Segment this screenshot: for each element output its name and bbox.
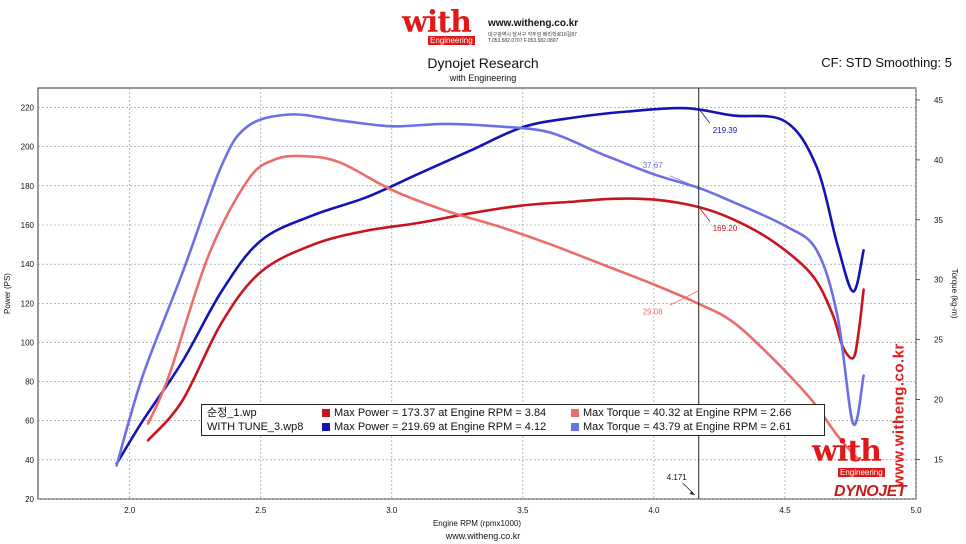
series-line-power [146, 197, 865, 442]
y2-tick-label: 25 [934, 336, 943, 345]
chart-title: Dynojet Research [427, 55, 539, 71]
legend-file: 순정_1.wp [207, 407, 257, 419]
y-tick-label: 220 [21, 104, 35, 113]
legend-row: WITH TUNE_3.wp8 Max Power = 219.69 at En… [202, 420, 824, 434]
legend-power-swatch [322, 409, 330, 417]
annotation-label: 37.67 [643, 161, 664, 170]
axes: 20 40 60 80 100 120 140 160 180 200 220 2.0 2.5 3.0 3.… [3, 96, 959, 528]
legend-torque-swatch [571, 409, 579, 417]
footer-url: www.witheng.co.kr [445, 531, 521, 541]
legend-torque-text: Max Torque = 43.79 at Engine RPM = 2.61 [583, 421, 792, 433]
y2-axis-label: Torque (kg-m) [950, 269, 959, 319]
annotation-label: 169.20 [713, 224, 738, 233]
y-tick-label: 100 [21, 338, 35, 347]
y-tick-label: 20 [25, 495, 34, 504]
watermark-side-url-text: www.witheng.co.kr [890, 343, 908, 487]
x-tick-label: 3.0 [386, 506, 398, 515]
y2-tick-label: 40 [934, 156, 943, 165]
y2-tick-label: 45 [934, 96, 943, 105]
logo-address-line2: T.053.582.0707 F.053.582.0807 [488, 38, 559, 44]
legend-file: WITH TUNE_3.wp8 [207, 421, 304, 433]
x-tick-label: 5.0 [910, 506, 922, 515]
y-axis-label: Power (PS) [3, 273, 12, 314]
watermark-logo: with Engineering [812, 436, 892, 482]
legend-row: 순정_1.wp Max Power = 173.37 at Engine RPM… [202, 406, 824, 420]
dynojet-brand: DYNOJET [834, 483, 907, 500]
y2-tick-label: 15 [934, 455, 943, 464]
cursor-label: 4.171 [667, 473, 688, 482]
logo-address-line1: 대구광역시 달서구 각두암 배리학로16길87 [488, 32, 577, 38]
series-layer [115, 106, 865, 467]
x-tick-label: 2.5 [255, 506, 267, 515]
annotation-leader [698, 108, 711, 124]
x-tick-label: 4.0 [648, 506, 660, 515]
watermark-logo-word: with [812, 434, 882, 469]
y-tick-label: 80 [25, 378, 34, 387]
legend-torque-swatch [571, 423, 579, 431]
annotation-label: 29.08 [643, 308, 664, 317]
y-tick-label: 180 [21, 182, 35, 191]
cf-smoothing-label: CF: STD Smoothing: 5 [821, 55, 952, 70]
grid [38, 88, 917, 500]
y-tick-label: 200 [21, 143, 35, 152]
annotation-leader [669, 290, 699, 306]
watermark-logo-tag: Engineering [838, 468, 885, 477]
legend: 순정_1.wp Max Power = 173.37 at Engine RPM… [201, 404, 825, 436]
logo-word: with [402, 5, 472, 40]
chart-subtitle: with Engineering [449, 73, 517, 83]
legend-power-swatch [322, 423, 330, 431]
y2-tick-label: 35 [934, 216, 943, 225]
series-line-torque [146, 154, 860, 461]
y2-tick-label: 20 [934, 396, 943, 405]
y-tick-label: 140 [21, 260, 35, 269]
annotation-leader [698, 206, 711, 222]
x-tick-label: 4.5 [779, 506, 791, 515]
series-line-torque [115, 113, 865, 467]
logo-tag: Engineering [428, 36, 475, 45]
plot-area [37, 87, 917, 500]
y-tick-label: 40 [25, 456, 34, 465]
x-tick-label: 3.5 [517, 506, 529, 515]
logo-address: 대구광역시 달서구 각두암 배리학로16길87 T.053.582.0707 F… [488, 32, 588, 44]
y2-tick-label: 30 [934, 276, 943, 285]
x-tick-label: 2.0 [124, 506, 136, 515]
cursor-arrow-head [689, 491, 695, 495]
legend-power-text: Max Power = 173.37 at Engine RPM = 3.84 [334, 407, 547, 419]
y-tick-label: 60 [25, 417, 34, 426]
legend-torque-text: Max Torque = 40.32 at Engine RPM = 2.66 [583, 407, 792, 419]
y-tick-label: 120 [21, 299, 35, 308]
annotation-leader [669, 175, 699, 189]
header-logo: with Engineering www.witheng.co.kr 대구광역시… [402, 8, 592, 48]
logo-url: www.witheng.co.kr [488, 18, 579, 29]
annotation-label: 219.39 [713, 126, 738, 135]
legend-power-text: Max Power = 219.69 at Engine RPM = 4.12 [334, 421, 547, 433]
y-tick-label: 160 [21, 221, 35, 230]
x-axis-label: Engine RPM (rpmx1000) [433, 519, 521, 528]
